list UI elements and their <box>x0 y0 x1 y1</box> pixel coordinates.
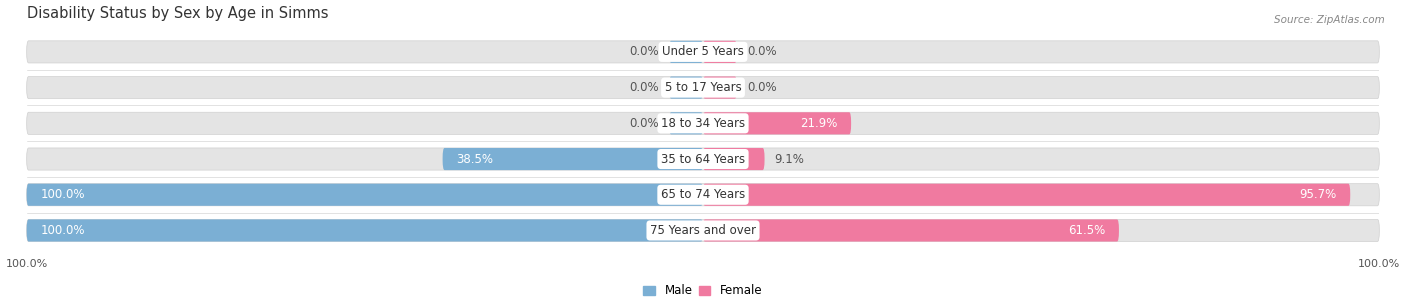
Text: 0.0%: 0.0% <box>630 81 659 94</box>
Text: Under 5 Years: Under 5 Years <box>662 45 744 58</box>
FancyBboxPatch shape <box>27 219 1379 242</box>
FancyBboxPatch shape <box>669 112 703 135</box>
FancyBboxPatch shape <box>703 148 765 170</box>
Text: 0.0%: 0.0% <box>747 81 776 94</box>
Text: 65 to 74 Years: 65 to 74 Years <box>661 188 745 201</box>
FancyBboxPatch shape <box>443 148 703 170</box>
Text: 95.7%: 95.7% <box>1299 188 1337 201</box>
Text: 18 to 34 Years: 18 to 34 Years <box>661 117 745 130</box>
Text: 35 to 64 Years: 35 to 64 Years <box>661 152 745 166</box>
FancyBboxPatch shape <box>703 184 1350 206</box>
Text: 75 Years and over: 75 Years and over <box>650 224 756 237</box>
FancyBboxPatch shape <box>27 148 1379 170</box>
Text: 100.0%: 100.0% <box>41 224 84 237</box>
FancyBboxPatch shape <box>27 112 1379 135</box>
Text: 100.0%: 100.0% <box>41 188 84 201</box>
FancyBboxPatch shape <box>27 219 703 242</box>
FancyBboxPatch shape <box>669 77 703 99</box>
Text: 0.0%: 0.0% <box>630 45 659 58</box>
Text: 61.5%: 61.5% <box>1069 224 1105 237</box>
FancyBboxPatch shape <box>703 219 1119 242</box>
FancyBboxPatch shape <box>27 77 1379 99</box>
Text: 0.0%: 0.0% <box>630 117 659 130</box>
FancyBboxPatch shape <box>27 184 703 206</box>
Text: 38.5%: 38.5% <box>456 152 494 166</box>
FancyBboxPatch shape <box>669 41 703 63</box>
Text: Source: ZipAtlas.com: Source: ZipAtlas.com <box>1274 15 1385 25</box>
Legend: Male, Female: Male, Female <box>644 284 762 297</box>
FancyBboxPatch shape <box>703 77 737 99</box>
Text: Disability Status by Sex by Age in Simms: Disability Status by Sex by Age in Simms <box>27 5 328 20</box>
Text: 0.0%: 0.0% <box>747 45 776 58</box>
Text: 9.1%: 9.1% <box>775 152 804 166</box>
FancyBboxPatch shape <box>27 41 1379 63</box>
Text: 5 to 17 Years: 5 to 17 Years <box>665 81 741 94</box>
FancyBboxPatch shape <box>27 184 1379 206</box>
FancyBboxPatch shape <box>703 41 737 63</box>
Text: 21.9%: 21.9% <box>800 117 838 130</box>
FancyBboxPatch shape <box>703 112 851 135</box>
